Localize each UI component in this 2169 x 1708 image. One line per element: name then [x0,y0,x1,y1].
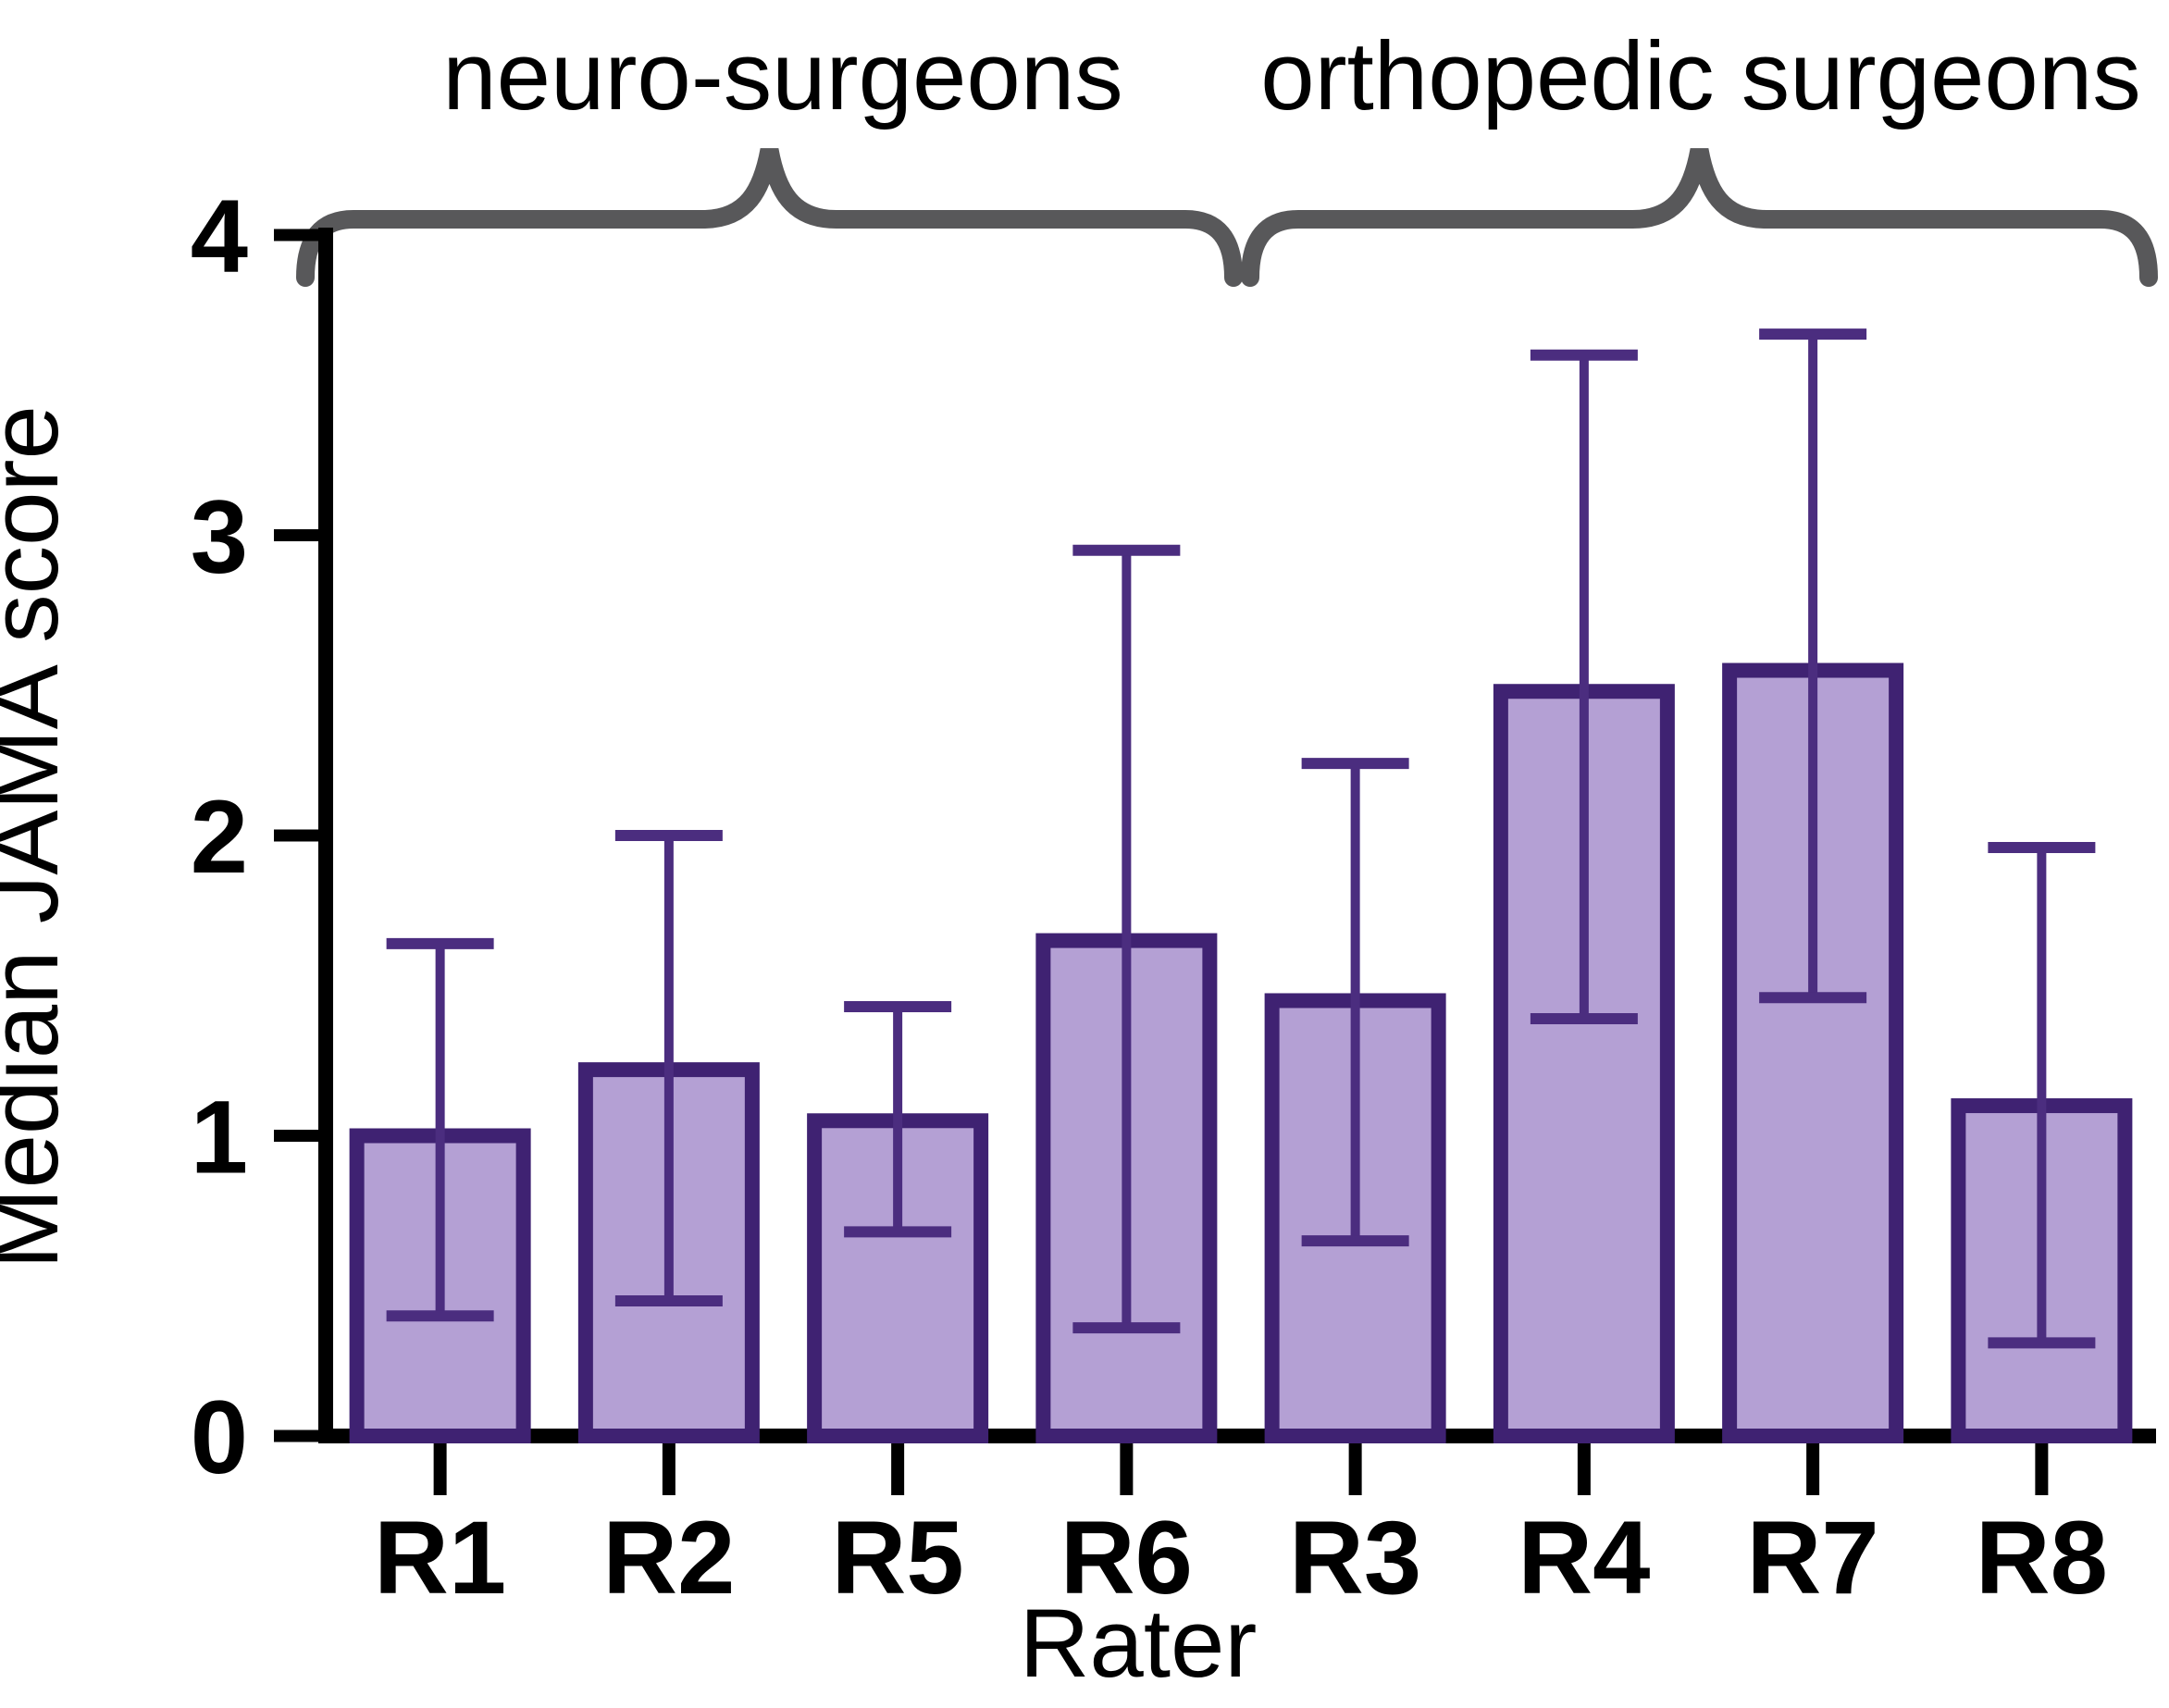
y-tick-label-4: 4 [191,179,248,294]
y-tick-label-1: 1 [191,1080,248,1195]
group-brace-0 [296,148,1243,287]
x-tick-label-R4: R4 [1518,1500,1650,1615]
x-tick-label-R1: R1 [374,1500,506,1615]
x-tick-label-R6: R6 [1060,1500,1193,1615]
x-tick-label-R5: R5 [832,1500,964,1615]
group-label-orthopedic-surgeons: orthopedic surgeons [1260,22,2140,130]
bar-R5 [807,1113,989,1444]
x-tick-label-R7: R7 [1747,1500,1879,1615]
y-tick-label-0: 0 [191,1380,248,1495]
x-tick-label-R3: R3 [1289,1500,1421,1615]
group-label-neuro-surgeons: neuro-surgeons [442,22,1122,130]
x-axis-title: Rater [1020,1590,1258,1698]
group-brace-1 [1241,148,2158,287]
x-tick-label-R2: R2 [602,1500,735,1615]
y-tick-label-3: 3 [191,479,248,595]
y-axis-title: Median JAMA score [0,405,79,1269]
y-tick-label-2: 2 [191,779,248,895]
x-tick-label-R8: R8 [1976,1500,2108,1615]
